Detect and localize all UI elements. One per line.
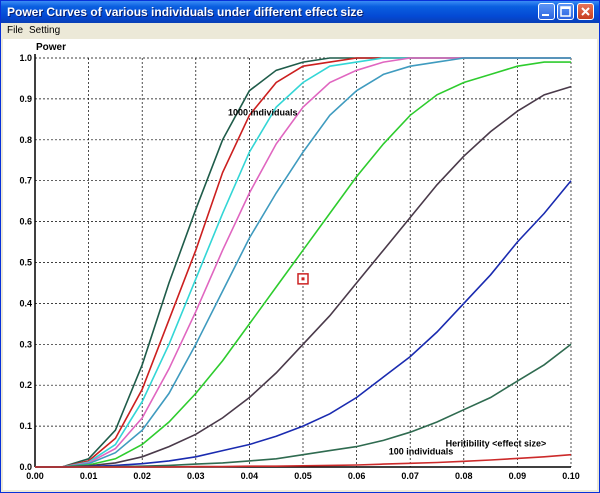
y-tick-label: 0.8 [19, 135, 32, 145]
y-tick-label: 0.9 [19, 94, 32, 104]
window-title: Power Curves of various individuals unde… [7, 5, 363, 19]
x-tick-label: 0.01 [80, 471, 98, 481]
title-bar[interactable]: Power Curves of various individuals unde… [1, 1, 599, 23]
y-tick-label: 0.0 [19, 462, 32, 472]
power-curve-chart: 0.00 0.01 0.02 0.03 0.04 0.05 0.06 0.07 0.08 0.09… [3, 39, 597, 490]
chart-area: 0.00 0.01 0.02 0.03 0.04 0.05 0.06 0.07 0.08 0.09… [3, 39, 597, 490]
menu-setting[interactable]: Setting [29, 25, 60, 36]
y-axis-label: Power [36, 42, 66, 53]
annotation-label: 1000 individuals [228, 107, 298, 117]
y-tick-label: 0.6 [19, 217, 32, 227]
y-tick-label: 0.1 [19, 421, 32, 431]
minimize-button[interactable] [538, 3, 555, 20]
menu-file[interactable]: File [7, 25, 23, 36]
annotation-label: 100 individuals [389, 447, 454, 457]
close-icon [578, 4, 593, 19]
y-tick-label: 0.2 [19, 380, 32, 390]
x-tick-label: 0.05 [294, 471, 312, 481]
y-tick-label: 0.7 [19, 176, 32, 186]
x-tick-label: 0.06 [348, 471, 366, 481]
x-tick-label: 0.10 [562, 471, 580, 481]
x-tick-label: 0.08 [455, 471, 473, 481]
x-tick-label: 0.09 [509, 471, 527, 481]
x-tick-label: 0.02 [133, 471, 151, 481]
maximize-icon [558, 4, 573, 19]
y-tick-label: 0.3 [19, 339, 32, 349]
x-tick-label: 0.04 [241, 471, 259, 481]
y-tick-label: 1.0 [19, 53, 32, 63]
x-tick-label: 0.00 [26, 471, 44, 481]
menu-bar: File Setting [1, 23, 599, 39]
annotation-label: Heritibility <effect size> [446, 439, 547, 449]
x-tick-label: 0.07 [401, 471, 419, 481]
maximize-button[interactable] [557, 3, 574, 20]
selection-marker-dot [302, 277, 305, 280]
x-tick-label: 0.03 [187, 471, 205, 481]
y-tick-label: 0.4 [19, 298, 32, 308]
close-button[interactable] [577, 3, 594, 20]
y-tick-label: 0.5 [19, 258, 32, 268]
minimize-icon [539, 4, 554, 19]
